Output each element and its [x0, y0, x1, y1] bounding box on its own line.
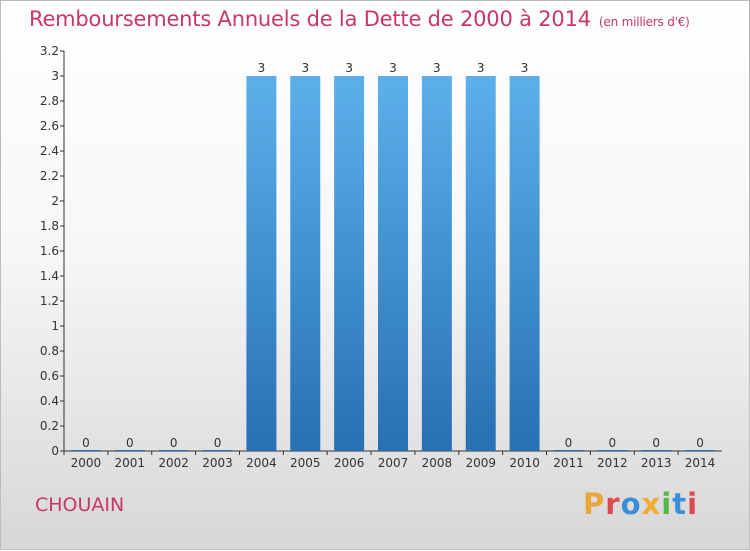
x-tick-label: 2010: [509, 456, 540, 470]
bar-value-label: 0: [214, 436, 222, 450]
x-tick-label: 2003: [202, 456, 233, 470]
bar-value-label: 3: [301, 61, 309, 75]
x-tick-label: 2011: [553, 456, 584, 470]
bar: [509, 76, 540, 451]
bar: [290, 76, 321, 451]
y-tick-label: 0.4: [40, 394, 59, 408]
bar-value-label: 3: [345, 61, 353, 75]
y-tick-label: 2: [51, 194, 59, 208]
bar: [553, 450, 584, 451]
x-tick-label: 2004: [246, 456, 277, 470]
y-tick-label: 0: [51, 444, 59, 458]
logo-letter: i: [661, 487, 673, 521]
x-tick-label: 2001: [115, 456, 146, 470]
bar-value-label: 0: [82, 436, 90, 450]
bar: [334, 76, 365, 451]
bar-value-label: 3: [258, 61, 266, 75]
municipality-name: CHOUAIN: [35, 494, 125, 516]
y-tick-label: 1.4: [40, 269, 59, 283]
bar-value-label: 3: [477, 61, 485, 75]
y-tick-label: 1: [51, 319, 59, 333]
axes: 0 0.2 0.4 0.6 0.8 1 1.2 1.4 1.6 1.8 2 2.2 2.4 2.6 2.8 3…: [40, 44, 722, 470]
bar: [597, 450, 628, 451]
bar-value-label: 3: [433, 61, 441, 75]
x-tick-label: 2002: [158, 456, 189, 470]
bar-value-label: 3: [521, 61, 529, 75]
y-tick-label: 2.2: [40, 169, 59, 183]
y-tick-label: 0.6: [40, 369, 59, 383]
bar-value-label: 0: [565, 436, 573, 450]
proxiti-logo: Proxiti: [583, 487, 698, 521]
bar: [246, 76, 277, 451]
bar: [70, 450, 101, 451]
y-tick-label: 3.2: [40, 44, 59, 58]
y-tick-label: 3: [51, 69, 59, 83]
chart-unit: (en milliers d'€): [598, 15, 690, 29]
bar: [114, 450, 145, 451]
logo-letter: P: [583, 487, 606, 521]
bar-value-label: 0: [652, 436, 660, 450]
y-tick-label: 0.8: [40, 344, 59, 358]
bar: [685, 450, 716, 451]
logo-letter: t: [672, 487, 688, 521]
x-tick-label: 2012: [597, 456, 628, 470]
logo-letter: i: [687, 487, 699, 521]
y-tick-label: 1.8: [40, 219, 59, 233]
bar-value-label: 0: [126, 436, 134, 450]
bar: [202, 450, 233, 451]
bar-value-label: 0: [170, 436, 178, 450]
y-tick-label: 1.6: [40, 244, 59, 258]
x-tick-label: 2009: [465, 456, 496, 470]
bar-value-label: 3: [389, 61, 397, 75]
x-tick-label: 2006: [334, 456, 365, 470]
bars: 0 0 0 0 3 3 3 3 3 3 3 0 0 0 0: [70, 61, 716, 451]
y-tick-label: 2.4: [40, 144, 59, 158]
y-tick-label: 2.6: [40, 119, 59, 133]
y-tick-label: 2.8: [40, 94, 59, 108]
x-tick-label: 2005: [290, 456, 321, 470]
chart-title: Remboursements Annuels de la Dette de 20…: [29, 7, 690, 31]
bar: [421, 76, 452, 451]
x-tick-label: 2008: [422, 456, 453, 470]
chart-title-text: Remboursements Annuels de la Dette de 20…: [29, 7, 591, 31]
bar: [465, 76, 496, 451]
x-tick-label: 2007: [378, 456, 409, 470]
bar-value-label: 0: [696, 436, 704, 450]
bar-value-label: 0: [609, 436, 617, 450]
logo-letter: o: [620, 487, 642, 521]
bar: [641, 450, 672, 451]
bar: [378, 76, 408, 451]
y-tick-label: 1.2: [40, 294, 59, 308]
x-tick-label: 2014: [685, 456, 716, 470]
x-tick-label: 2013: [641, 456, 672, 470]
x-tick-label: 2000: [71, 456, 102, 470]
bar: [158, 450, 189, 451]
logo-letter: r: [605, 487, 621, 521]
logo-letter: x: [641, 487, 662, 521]
y-tick-label: 0.2: [40, 419, 59, 433]
